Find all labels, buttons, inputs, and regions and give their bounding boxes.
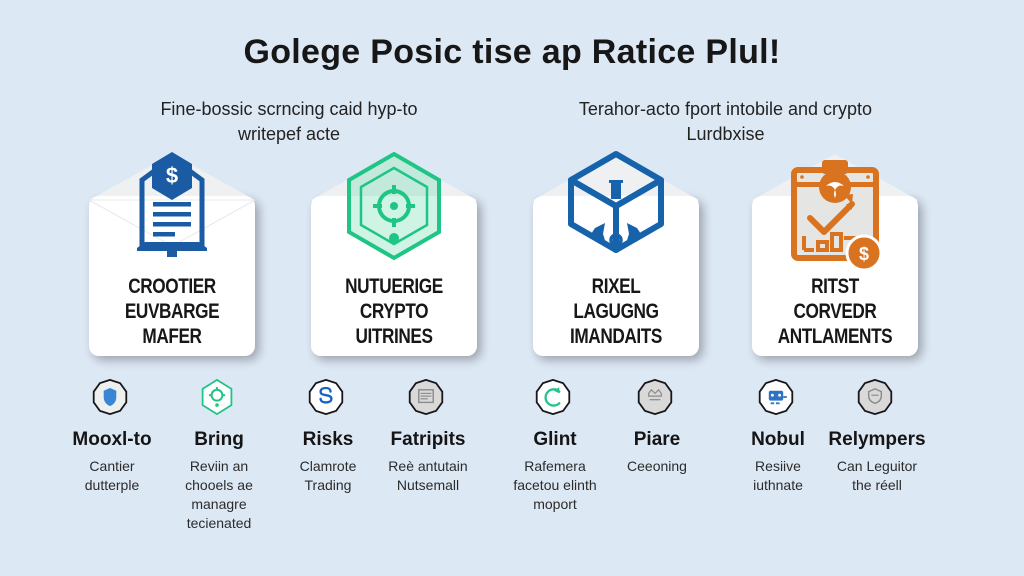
- svg-text:$: $: [859, 244, 869, 264]
- svg-text:$: $: [166, 163, 178, 188]
